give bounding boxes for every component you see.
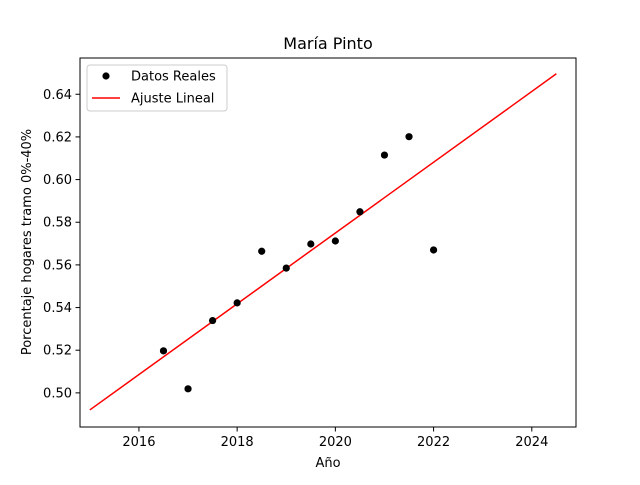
y-tick-label: 0.52 xyxy=(43,344,72,359)
chart-title: María Pinto xyxy=(283,34,372,53)
y-tick-label: 0.62 xyxy=(43,130,72,145)
data-point xyxy=(282,264,290,272)
data-point xyxy=(429,246,438,254)
legend-marker-datos-reales xyxy=(102,72,110,80)
x-tick-label: 2016 xyxy=(122,435,155,450)
y-tick-label: 0.58 xyxy=(43,216,72,231)
data-point xyxy=(208,316,217,325)
plot-area: 2016 2018 2020 2022 2024 0.50 0.52 0.54 0.56 0.58… xyxy=(43,57,577,450)
y-tick-label: 0.56 xyxy=(43,258,72,273)
x-tick-label: 2022 xyxy=(417,435,450,450)
data-point xyxy=(380,151,389,159)
y-tick-label: 0.64 xyxy=(43,88,72,103)
data-point xyxy=(184,385,192,393)
legend-label: Datos Reales xyxy=(131,70,216,85)
legend-label: Ajuste Lineal xyxy=(131,92,214,107)
data-point xyxy=(331,237,339,245)
data-point xyxy=(258,247,266,255)
legend: Datos Reales Ajuste Lineal xyxy=(86,64,228,112)
x-tick-label: 2020 xyxy=(319,435,352,450)
data-point xyxy=(405,133,413,141)
x-axis-label: Año xyxy=(315,456,340,471)
x-tick-label: 2024 xyxy=(515,435,548,450)
legend-box xyxy=(86,64,228,112)
x-tick-label: 2018 xyxy=(221,435,254,450)
y-tick-label: 0.54 xyxy=(43,301,72,316)
data-point xyxy=(356,208,364,216)
data-point xyxy=(159,347,168,355)
data-point xyxy=(307,240,315,248)
y-tick-label: 0.50 xyxy=(43,386,72,401)
fit-line xyxy=(89,73,557,411)
y-axis-label: Porcentaje hogares tramo 0%-40% xyxy=(20,129,35,355)
y-tick-label: 0.60 xyxy=(43,173,72,188)
axes-frame xyxy=(79,57,577,428)
data-point xyxy=(233,299,241,307)
